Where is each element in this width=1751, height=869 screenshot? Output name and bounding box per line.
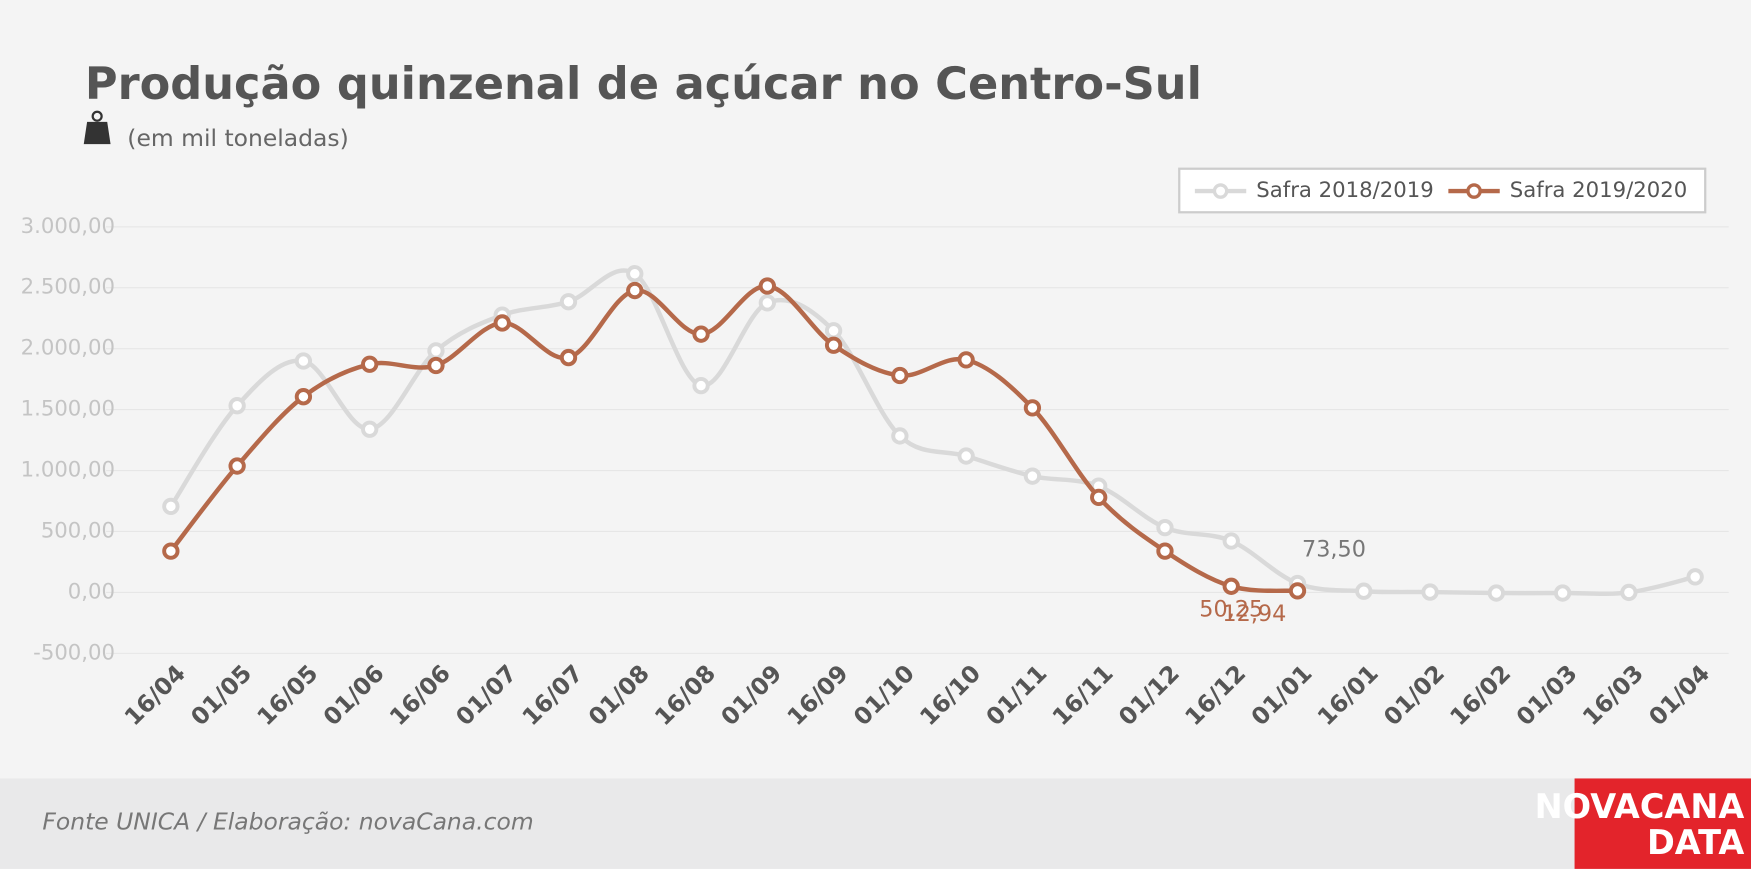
legend-box bbox=[1178, 167, 1707, 214]
marker bbox=[1355, 582, 1373, 600]
footer bbox=[0, 778, 1751, 869]
marker bbox=[957, 447, 975, 465]
marker bbox=[559, 348, 578, 367]
y-tick-label: 3.000,00 bbox=[21, 214, 115, 239]
y-tick-label: -500,00 bbox=[33, 640, 115, 665]
marker bbox=[1288, 582, 1307, 600]
marker bbox=[1553, 584, 1572, 602]
marker bbox=[824, 336, 843, 354]
marker bbox=[891, 427, 909, 445]
marker bbox=[1487, 584, 1505, 602]
marker bbox=[294, 388, 313, 406]
marker bbox=[427, 342, 445, 360]
marker bbox=[692, 376, 710, 395]
data-label: 73,50 bbox=[1302, 536, 1366, 562]
marker bbox=[1023, 399, 1042, 417]
y-tick-label: 1.000,00 bbox=[21, 458, 115, 483]
marker bbox=[1090, 488, 1108, 507]
marker bbox=[361, 355, 379, 373]
y-tick-label: 500,00 bbox=[41, 518, 115, 543]
marker bbox=[1023, 467, 1042, 485]
marker bbox=[493, 314, 511, 332]
marker bbox=[559, 293, 578, 311]
marker bbox=[427, 356, 445, 375]
weight-icon bbox=[83, 110, 111, 145]
legend-marker bbox=[1212, 183, 1229, 199]
logo-text: NOVACANA bbox=[1535, 787, 1745, 826]
marker bbox=[162, 542, 180, 560]
y-tick-label: 1.500,00 bbox=[21, 397, 115, 422]
marker bbox=[228, 397, 246, 415]
marker bbox=[361, 420, 379, 438]
marker bbox=[957, 351, 975, 369]
data-label: 50,25 bbox=[1199, 596, 1263, 622]
marker bbox=[1156, 518, 1174, 537]
y-tick-label: 0,00 bbox=[68, 579, 115, 604]
chart-title: Produção quinzenal de açúcar no Centro-S… bbox=[85, 58, 1202, 110]
marker bbox=[758, 294, 776, 312]
marker bbox=[1421, 583, 1439, 601]
marker bbox=[692, 325, 710, 343]
marker bbox=[1222, 577, 1240, 595]
data-label: 12,94 bbox=[1222, 601, 1286, 627]
subtitle: (em mil toneladas) bbox=[127, 124, 348, 152]
marker bbox=[1620, 583, 1638, 602]
legend-label: Safra 2018/2019 bbox=[1256, 178, 1433, 203]
marker bbox=[758, 277, 776, 295]
marker bbox=[294, 352, 313, 370]
logo bbox=[1574, 778, 1751, 869]
y-tick-label: 2.500,00 bbox=[21, 275, 115, 300]
marker bbox=[228, 457, 246, 475]
background bbox=[0, 0, 1751, 778]
marker bbox=[162, 497, 180, 516]
marker bbox=[824, 322, 843, 340]
marker bbox=[626, 281, 644, 300]
marker bbox=[1156, 542, 1174, 560]
source: Fonte UNICA / Elaboração: novaCana.com bbox=[42, 808, 533, 836]
legend-marker bbox=[1466, 183, 1482, 199]
marker bbox=[891, 366, 909, 385]
marker bbox=[1222, 532, 1240, 550]
logo-text: DATA bbox=[1647, 823, 1744, 862]
y-tick-label: 2.000,00 bbox=[21, 336, 115, 361]
legend-label: Safra 2019/2020 bbox=[1510, 178, 1687, 203]
marker bbox=[626, 265, 644, 283]
marker bbox=[1686, 568, 1704, 586]
